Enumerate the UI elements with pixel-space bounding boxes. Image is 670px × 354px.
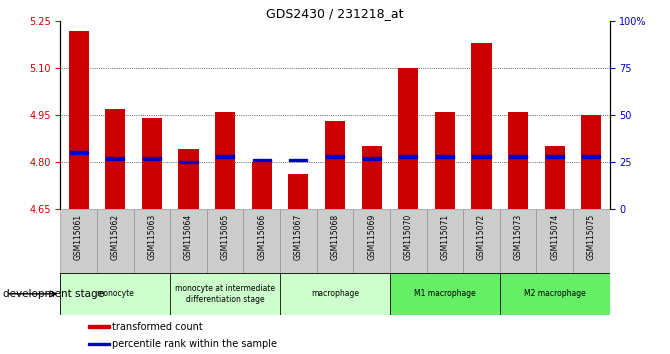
Text: GSM115074: GSM115074 <box>550 214 559 260</box>
Bar <box>68 30 88 209</box>
Bar <box>180 161 198 163</box>
Bar <box>362 146 382 209</box>
Bar <box>105 109 125 209</box>
Text: GSM115068: GSM115068 <box>330 214 340 260</box>
Text: GSM115061: GSM115061 <box>74 214 83 260</box>
Bar <box>326 155 344 158</box>
Text: GSM115063: GSM115063 <box>147 214 156 260</box>
Bar <box>537 209 573 273</box>
Bar <box>70 151 88 154</box>
Bar <box>398 68 418 209</box>
Bar <box>500 209 537 273</box>
Text: percentile rank within the sample: percentile rank within the sample <box>112 339 277 349</box>
Bar <box>353 209 390 273</box>
Text: monocyte at intermediate
differentiation stage: monocyte at intermediate differentiation… <box>175 284 275 303</box>
Bar <box>216 155 234 158</box>
Text: GSM115064: GSM115064 <box>184 214 193 260</box>
Bar <box>390 273 500 315</box>
Bar <box>390 209 427 273</box>
Text: transformed count: transformed count <box>112 321 203 332</box>
Bar <box>60 273 170 315</box>
Text: macrophage: macrophage <box>311 289 359 298</box>
Bar <box>178 149 198 209</box>
Bar <box>142 118 162 209</box>
Text: GSM115067: GSM115067 <box>294 214 303 260</box>
Text: GSM115069: GSM115069 <box>367 214 376 260</box>
Text: GSM115062: GSM115062 <box>111 214 120 260</box>
Text: GSM115072: GSM115072 <box>477 214 486 260</box>
Text: GSM115071: GSM115071 <box>440 214 450 260</box>
Bar <box>88 325 110 328</box>
Bar <box>582 115 602 209</box>
Bar <box>472 155 490 158</box>
Title: GDS2430 / 231218_at: GDS2430 / 231218_at <box>266 7 404 20</box>
Bar <box>399 155 417 158</box>
Bar <box>427 209 463 273</box>
Bar <box>509 155 527 158</box>
Text: GSM115070: GSM115070 <box>404 214 413 260</box>
Text: GSM115073: GSM115073 <box>514 214 523 260</box>
Bar <box>170 273 280 315</box>
Bar <box>472 43 492 209</box>
Bar <box>317 209 353 273</box>
Bar <box>133 209 170 273</box>
Bar <box>252 162 272 209</box>
Bar <box>325 121 345 209</box>
Bar <box>97 209 133 273</box>
Bar <box>170 209 207 273</box>
Bar <box>582 155 600 158</box>
Bar <box>207 209 243 273</box>
Bar <box>508 112 528 209</box>
Text: M1 macrophage: M1 macrophage <box>414 289 476 298</box>
Bar <box>362 157 381 160</box>
Bar <box>106 157 125 160</box>
Text: monocyte: monocyte <box>96 289 134 298</box>
Bar <box>435 112 455 209</box>
Bar <box>280 273 390 315</box>
Text: GSM115065: GSM115065 <box>220 214 230 260</box>
Bar <box>289 159 308 161</box>
Bar <box>288 175 308 209</box>
Text: M2 macrophage: M2 macrophage <box>524 289 586 298</box>
Bar <box>500 273 610 315</box>
Text: development stage: development stage <box>3 289 105 299</box>
Bar <box>436 155 454 158</box>
Bar <box>545 155 564 158</box>
Bar <box>88 343 110 346</box>
Bar <box>280 209 317 273</box>
Bar <box>545 146 565 209</box>
Bar <box>573 209 610 273</box>
Text: GSM115066: GSM115066 <box>257 214 266 260</box>
Bar <box>463 209 500 273</box>
Bar <box>143 157 161 160</box>
Text: GSM115075: GSM115075 <box>587 214 596 260</box>
Bar <box>253 159 271 161</box>
Bar <box>243 209 280 273</box>
Bar <box>60 209 97 273</box>
Bar <box>215 112 235 209</box>
